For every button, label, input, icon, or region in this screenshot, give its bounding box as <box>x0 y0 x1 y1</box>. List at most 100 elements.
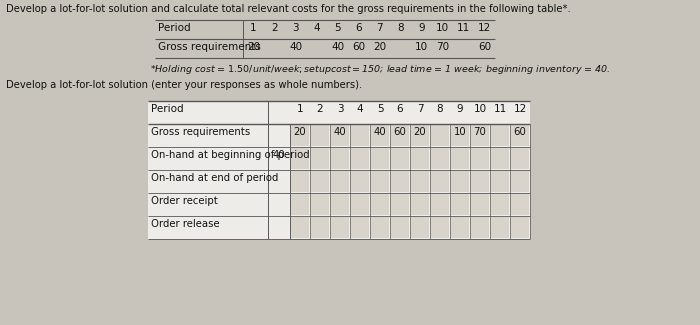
Bar <box>391 194 409 215</box>
Text: 40: 40 <box>374 127 386 137</box>
Text: Gross requirements: Gross requirements <box>151 127 251 137</box>
Bar <box>451 171 469 192</box>
Text: Gross requirements: Gross requirements <box>158 42 261 52</box>
Bar <box>371 171 389 192</box>
Bar <box>391 217 409 238</box>
Text: 40: 40 <box>289 42 302 52</box>
Bar <box>311 171 329 192</box>
Text: 20: 20 <box>373 42 386 52</box>
Text: Develop a lot-for-lot solution and calculate total relevant costs for the gross : Develop a lot-for-lot solution and calcu… <box>6 4 570 14</box>
Text: 5: 5 <box>334 23 341 33</box>
Bar <box>371 125 389 146</box>
Bar <box>371 217 389 238</box>
Bar <box>411 217 429 238</box>
Text: Order release: Order release <box>151 219 220 229</box>
Text: 60: 60 <box>393 127 407 137</box>
Bar <box>431 217 449 238</box>
Bar <box>291 194 309 215</box>
Text: 4: 4 <box>313 23 320 33</box>
Bar <box>311 217 329 238</box>
Text: 40: 40 <box>334 127 346 137</box>
Bar <box>491 194 509 215</box>
Bar <box>471 217 489 238</box>
Text: 1: 1 <box>250 23 257 33</box>
Bar <box>311 125 329 146</box>
Text: 7: 7 <box>376 23 383 33</box>
Bar <box>311 148 329 169</box>
Bar <box>411 171 429 192</box>
Text: 8: 8 <box>437 104 443 114</box>
Bar <box>311 194 329 215</box>
Bar <box>511 171 529 192</box>
Bar <box>371 148 389 169</box>
Bar <box>411 148 429 169</box>
Bar <box>351 148 369 169</box>
Bar <box>351 125 369 146</box>
Bar <box>451 194 469 215</box>
Text: 6: 6 <box>397 104 403 114</box>
Bar <box>431 148 449 169</box>
Text: 60: 60 <box>514 127 526 137</box>
Bar <box>391 171 409 192</box>
Bar <box>331 194 349 215</box>
Bar <box>491 148 509 169</box>
Bar <box>451 148 469 169</box>
Bar <box>411 194 429 215</box>
Bar <box>471 171 489 192</box>
Bar <box>351 171 369 192</box>
Bar <box>491 217 509 238</box>
Bar <box>291 148 309 169</box>
Bar <box>471 125 489 146</box>
Text: 40: 40 <box>331 42 344 52</box>
Text: 9: 9 <box>418 23 425 33</box>
Bar <box>291 171 309 192</box>
Text: 10: 10 <box>454 127 466 137</box>
Bar <box>471 148 489 169</box>
Text: 10: 10 <box>436 23 449 33</box>
Text: 70: 70 <box>436 42 449 52</box>
Bar <box>451 125 469 146</box>
Text: 11: 11 <box>457 23 470 33</box>
Text: 60: 60 <box>478 42 491 52</box>
Text: 70: 70 <box>474 127 486 137</box>
Bar <box>511 217 529 238</box>
Bar <box>511 194 529 215</box>
Bar <box>371 194 389 215</box>
Bar <box>511 148 529 169</box>
Bar <box>391 125 409 146</box>
Bar <box>491 125 509 146</box>
Bar <box>471 194 489 215</box>
Bar <box>148 101 530 239</box>
Text: 60: 60 <box>352 42 365 52</box>
Text: 10: 10 <box>415 42 428 52</box>
Text: 7: 7 <box>416 104 424 114</box>
Text: 40: 40 <box>272 150 286 160</box>
Text: 2: 2 <box>316 104 323 114</box>
Text: 4: 4 <box>357 104 363 114</box>
Text: 9: 9 <box>456 104 463 114</box>
Text: 5: 5 <box>377 104 384 114</box>
Bar <box>331 217 349 238</box>
Bar <box>491 171 509 192</box>
Text: 6: 6 <box>355 23 362 33</box>
Bar <box>431 171 449 192</box>
Bar <box>411 125 429 146</box>
Text: On-hand at beginning of period: On-hand at beginning of period <box>151 150 309 160</box>
Text: Period: Period <box>151 104 183 114</box>
Text: Order receipt: Order receipt <box>151 196 218 206</box>
Text: 11: 11 <box>494 104 507 114</box>
Text: 12: 12 <box>478 23 491 33</box>
Bar <box>331 171 349 192</box>
Bar <box>291 125 309 146</box>
Bar <box>331 125 349 146</box>
Bar <box>431 125 449 146</box>
Text: 3: 3 <box>292 23 299 33</box>
Bar <box>511 125 529 146</box>
Bar <box>291 217 309 238</box>
Text: 3: 3 <box>337 104 343 114</box>
Bar <box>331 148 349 169</box>
Text: *Holding cost = $1.50/unit/week; setup cost = $150; lead time = 1 week; beginnin: *Holding cost = $1.50/unit/week; setup c… <box>150 63 610 76</box>
Text: 1: 1 <box>297 104 303 114</box>
Bar <box>391 148 409 169</box>
Text: Develop a lot-for-lot solution (enter your responses as whole numbers).: Develop a lot-for-lot solution (enter yo… <box>6 80 363 90</box>
